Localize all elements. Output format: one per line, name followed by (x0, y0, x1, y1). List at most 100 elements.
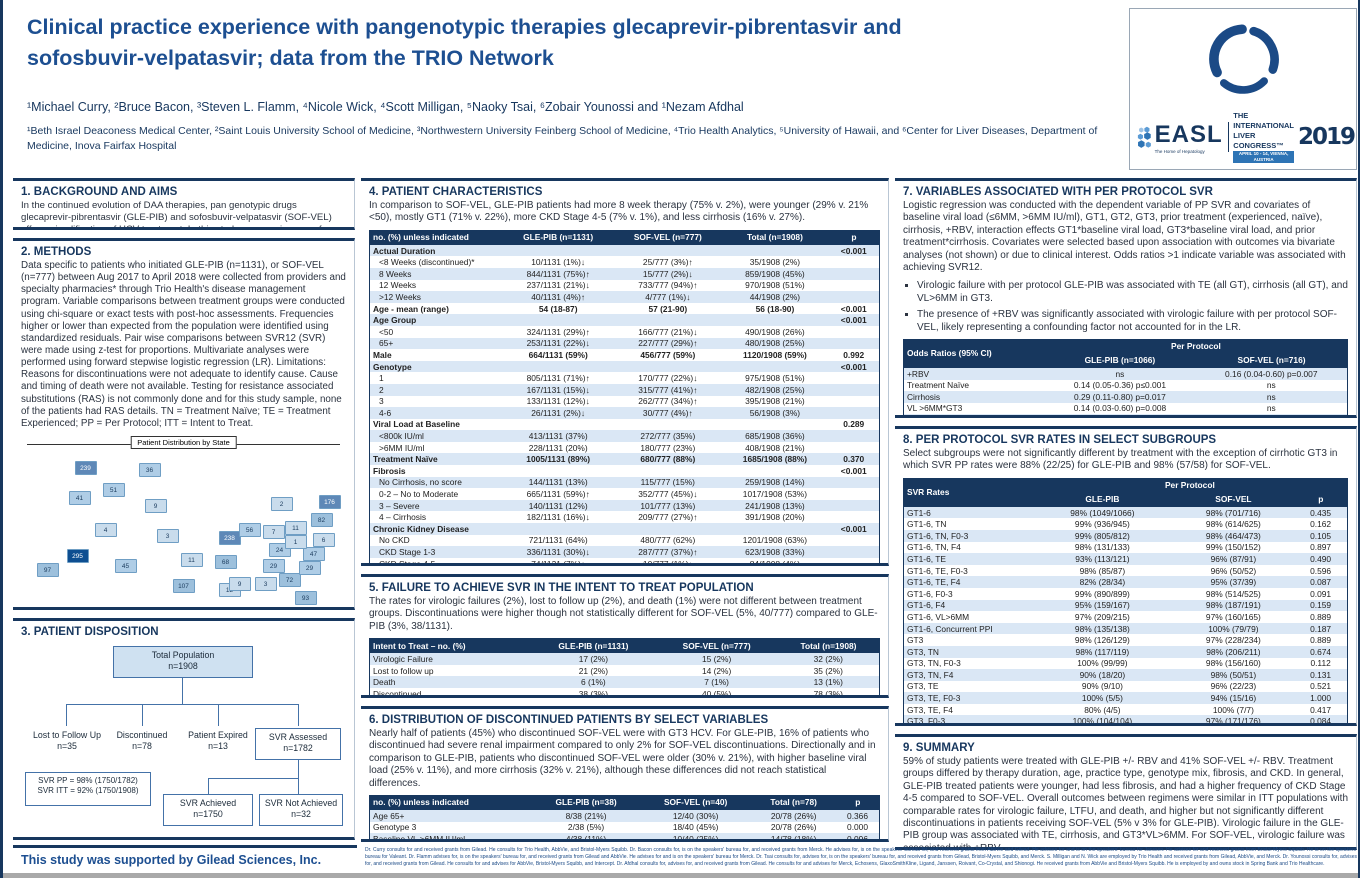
svr-pp-rate: SVR PP = 98% (1750/1782) (38, 776, 138, 785)
table-row: Male 664/1131 (59%) 456/777 (59%) 1120/1908… (373, 349, 865, 360)
logo-divider (1227, 122, 1229, 153)
column-middle: 4. PATIENT CHARACTERISTICS In comparison… (361, 178, 889, 850)
bullet-item: Virologic failure with per protocol GLE-… (917, 280, 1348, 305)
data-table: no. (%) unless indicated GLE-PIB (n=1131)… (369, 229, 881, 566)
node-count: n=35 (57, 741, 77, 752)
table-row: GT3, F0-3 100% (104/104) 97% (171/176) 0.08… (903, 715, 1348, 723)
state-OK: 11 (180, 552, 203, 567)
node-label: SVR Assessed (268, 732, 328, 742)
table-row: Virologic Failure 17 (2%) 15 (2%) 32 (2%) (369, 652, 880, 665)
table-row: GT3, TN 98% (117/119) 98% (206/211) 0.674 (903, 645, 1348, 658)
state-SC: 29 (298, 560, 321, 575)
state-TN: 29 (262, 558, 285, 573)
section-text: Logistic regression was conducted with t… (903, 200, 1346, 273)
data-table: SVR Rates Per Protocol GLE-PIB SOF-VEL p GT1-… (903, 477, 1349, 723)
section-subgroup-svr: 8. PER PROTOCOL SVR RATES IN SELECT SUBG… (895, 426, 1357, 726)
bullet-item: The presence of +RBV was significantly a… (917, 309, 1348, 334)
affiliations: ¹Beth Israel Deaconess Medical Center, ²… (27, 125, 1098, 153)
us-choropleth-map: 9723941513694295453107116823812956711224… (23, 451, 345, 607)
section-title: 6. DISTRIBUTION OF DISCONTINUED PATIENTS… (369, 714, 769, 726)
node-label: Lost to Follow Up (33, 730, 101, 740)
table-row: Death 6 (1%) 7 (1%) 13 (1%) (369, 676, 880, 688)
state-AK: 97 (36, 562, 59, 577)
state-FL: 93 (294, 590, 317, 605)
svr-itt-rate: SVR ITT = 92% (1750/1908) (37, 786, 139, 796)
section-text: In the continued evolution of DAA therap… (21, 200, 332, 230)
table-row: GT3, TE, F4 80% (4/5) 100% (7/7) 0.417 (907, 704, 1332, 715)
table-row: Treatment Naïve 0.14 (0.05-0.36) p≤0.001 n… (907, 380, 1276, 391)
section-background: 1. BACKGROUND AND AIMS In the continued … (13, 178, 355, 230)
table-row: Age 65+ 8/38 (21%) 12/40 (30%) 20/78 (26%) 0… (369, 809, 880, 822)
table-row: >12 Weeks 40/1131 (4%)↑ 4/777 (1%)↓ 44/1908… (369, 291, 880, 303)
state-AZ: 45 (114, 558, 137, 573)
table-row: No Cirrhosis, no score 144/1131 (13%) 115/… (369, 476, 880, 489)
data-table: Intent to Treat – no. (%) GLE-PIB (n=1131… (368, 638, 881, 695)
table-row: >6MM IU/ml 228/1131 (20%) 180/777 (23%) 408… (379, 442, 805, 453)
section-text: The rates for virologic failures (2%), l… (369, 596, 878, 632)
node-label: SVR Not Achieved (264, 798, 338, 808)
node-count: n=1750 (193, 809, 223, 820)
section-title: 3. PATIENT DISPOSITION (21, 626, 159, 638)
section-text: Data specific to patients who initiated … (21, 260, 346, 429)
section-text: Select subgroups were not significantly … (903, 448, 1338, 472)
odds-ratios-table: Odds Ratios (95% CI) Per Protocol GLE-PIB … (903, 338, 1349, 415)
node-label: SVR Achieved (179, 798, 237, 808)
section-title: 7. VARIABLES ASSOCIATED WITH PER PROTOCO… (903, 186, 1213, 198)
map-title: Patient Distribution by State (130, 435, 237, 449)
disclosures: Dr. Curry consults for and received gran… (365, 847, 1357, 867)
section-summary: 9. SUMMARY 59% of study patients were tr… (895, 734, 1357, 850)
flow-svr-summary-box: SVR PP = 98% (1750/1782) SVR ITT = 92% (… (25, 772, 151, 806)
column-left: 1. BACKGROUND AND AIMS In the continued … (13, 178, 355, 848)
table-row: Cirrhosis 0.29 (0.11-0.80) p=0.017 ns (903, 391, 1348, 403)
flow-node-discontinued: Discontinued n=78 (101, 730, 183, 753)
easl-hexagons-icon: ⬢⬢ ⬢⬢ ⬢⬢ (1137, 126, 1152, 150)
table-row: GT1-6, TN, F0-3 99% (805/812) 98% (464/473… (903, 529, 1348, 542)
subgroup-svr-table: SVR Rates Per Protocol GLE-PIB SOF-VEL p GT1-… (903, 477, 1349, 723)
ilc-line-1: THE INTERNATIONAL (1233, 111, 1294, 131)
state-WV: 1 (284, 534, 307, 549)
table-row: GT1-6, TE, F4 82% (28/34) 95% (37/39) 0.087 (903, 576, 1348, 588)
state-AL: 3 (254, 576, 277, 591)
table-row: GT3, TN, F4 90% (18/20) 98% (50/51) 0.131 (903, 669, 1348, 681)
table-row: Age - mean (range) 54 (18-87) 57 (21-90) 56… (373, 303, 867, 314)
table-row: <50 324/1131 (29%)↑ 166/777 (21%)↓ 490/1908… (379, 326, 805, 337)
state-MI: 2 (270, 496, 293, 511)
data-table: Odds Ratios (95% CI) Per Protocol GLE-PIB … (903, 338, 1349, 415)
node-count: n=13 (208, 741, 228, 752)
table-row: Actual Duration <0.001 (369, 244, 880, 257)
table-row: CKD Stage 4-5 74/1131 (7%)↑ 10/777 (1%)↓ 84… (379, 558, 801, 566)
node-count: n=32 (291, 809, 311, 820)
table-row: GT1-6, TN 99% (936/945) 98% (614/625) 0.162 (907, 519, 1332, 530)
section-title: 9. SUMMARY (903, 742, 975, 754)
section-itt-failure: 5. FAILURE TO ACHIEVE SVR IN THE INTENT … (361, 574, 889, 698)
discontinued-table: no. (%) unless indicated GLE-PIB (n=38) SO… (369, 794, 881, 839)
table-row: GT3, TE 90% (9/10) 96% (22/23) 0.521 (907, 681, 1332, 692)
state-IN: 7 (262, 524, 285, 539)
table-row: Fibrosis <0.001 (373, 465, 867, 476)
table-row: 1 805/1131 (71%)↑ 170/777 (22%)↓ 975/1908 (… (379, 373, 805, 384)
flow-node-expired: Patient Expired n=13 (177, 730, 259, 753)
table-row: Chronic Kidney Disease <0.001 (369, 523, 880, 535)
table-row: Lost to follow up 21 (2%) 14 (2%) 35 (2%) (373, 665, 843, 676)
table-row: Genotype 3 2/38 (5%) 18/40 (45%) 20/78 (26%… (373, 822, 868, 833)
node-label: Total Population (151, 650, 215, 660)
table-row: 0-2 – No to Moderate 665/1131 (59%)↑ 352/7… (379, 489, 808, 500)
section-text: 59% of study patients were treated with … (903, 756, 1349, 850)
section-characteristics: 4. PATIENT CHARACTERISTICS In comparison… (361, 178, 889, 566)
table-row: 3 – Severe 140/1131 (12%) 101/777 (13%) 241… (369, 499, 880, 512)
table-row: Baseline VL >6MM IU/ml 4/38 (11%) 10/40 (2… (369, 833, 880, 839)
node-label: Patient Expired (188, 730, 248, 740)
state-IL: 56 (238, 522, 261, 537)
flow-node-total: Total Population n=1908 (113, 646, 253, 678)
table-row: <800k IU/ml 413/1131 (37%) 272/777 (35%) 68… (369, 430, 880, 442)
section-text: In comparison to SOF-VEL, GLE-PIB patien… (369, 200, 869, 224)
authors: ¹Michael Curry, ²Bruce Bacon, ³Steven L.… (27, 100, 744, 114)
state-GA: 72 (278, 572, 301, 587)
column-right: 7. VARIABLES ASSOCIATED WITH PER PROTOCO… (895, 178, 1357, 858)
table-row: GT3, TN, F0-3 100% (99/99) 98% (156/160) 0.… (907, 658, 1331, 669)
section-title: 1. BACKGROUND AND AIMS (21, 186, 178, 198)
table-row: GT1-6, Concurrent PPI 98% (135/138) 100% (… (903, 622, 1348, 635)
state-NV: 4 (94, 522, 117, 537)
state-CO: 3 (156, 528, 179, 543)
